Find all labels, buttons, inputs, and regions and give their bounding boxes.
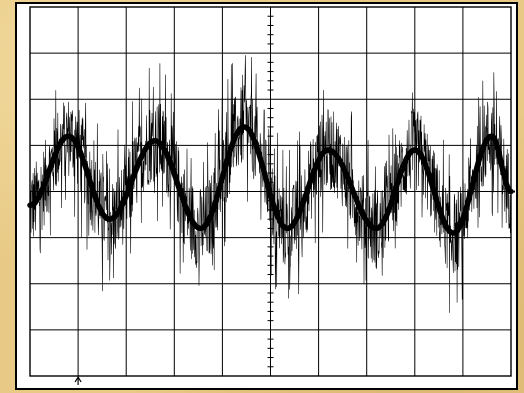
trigger-arrow-head: [74, 375, 82, 383]
signal-trace: [27, 55, 514, 313]
trace-envelope: [27, 124, 514, 236]
trigger-marker: [74, 190, 515, 385]
trace-noise: [29, 55, 512, 313]
